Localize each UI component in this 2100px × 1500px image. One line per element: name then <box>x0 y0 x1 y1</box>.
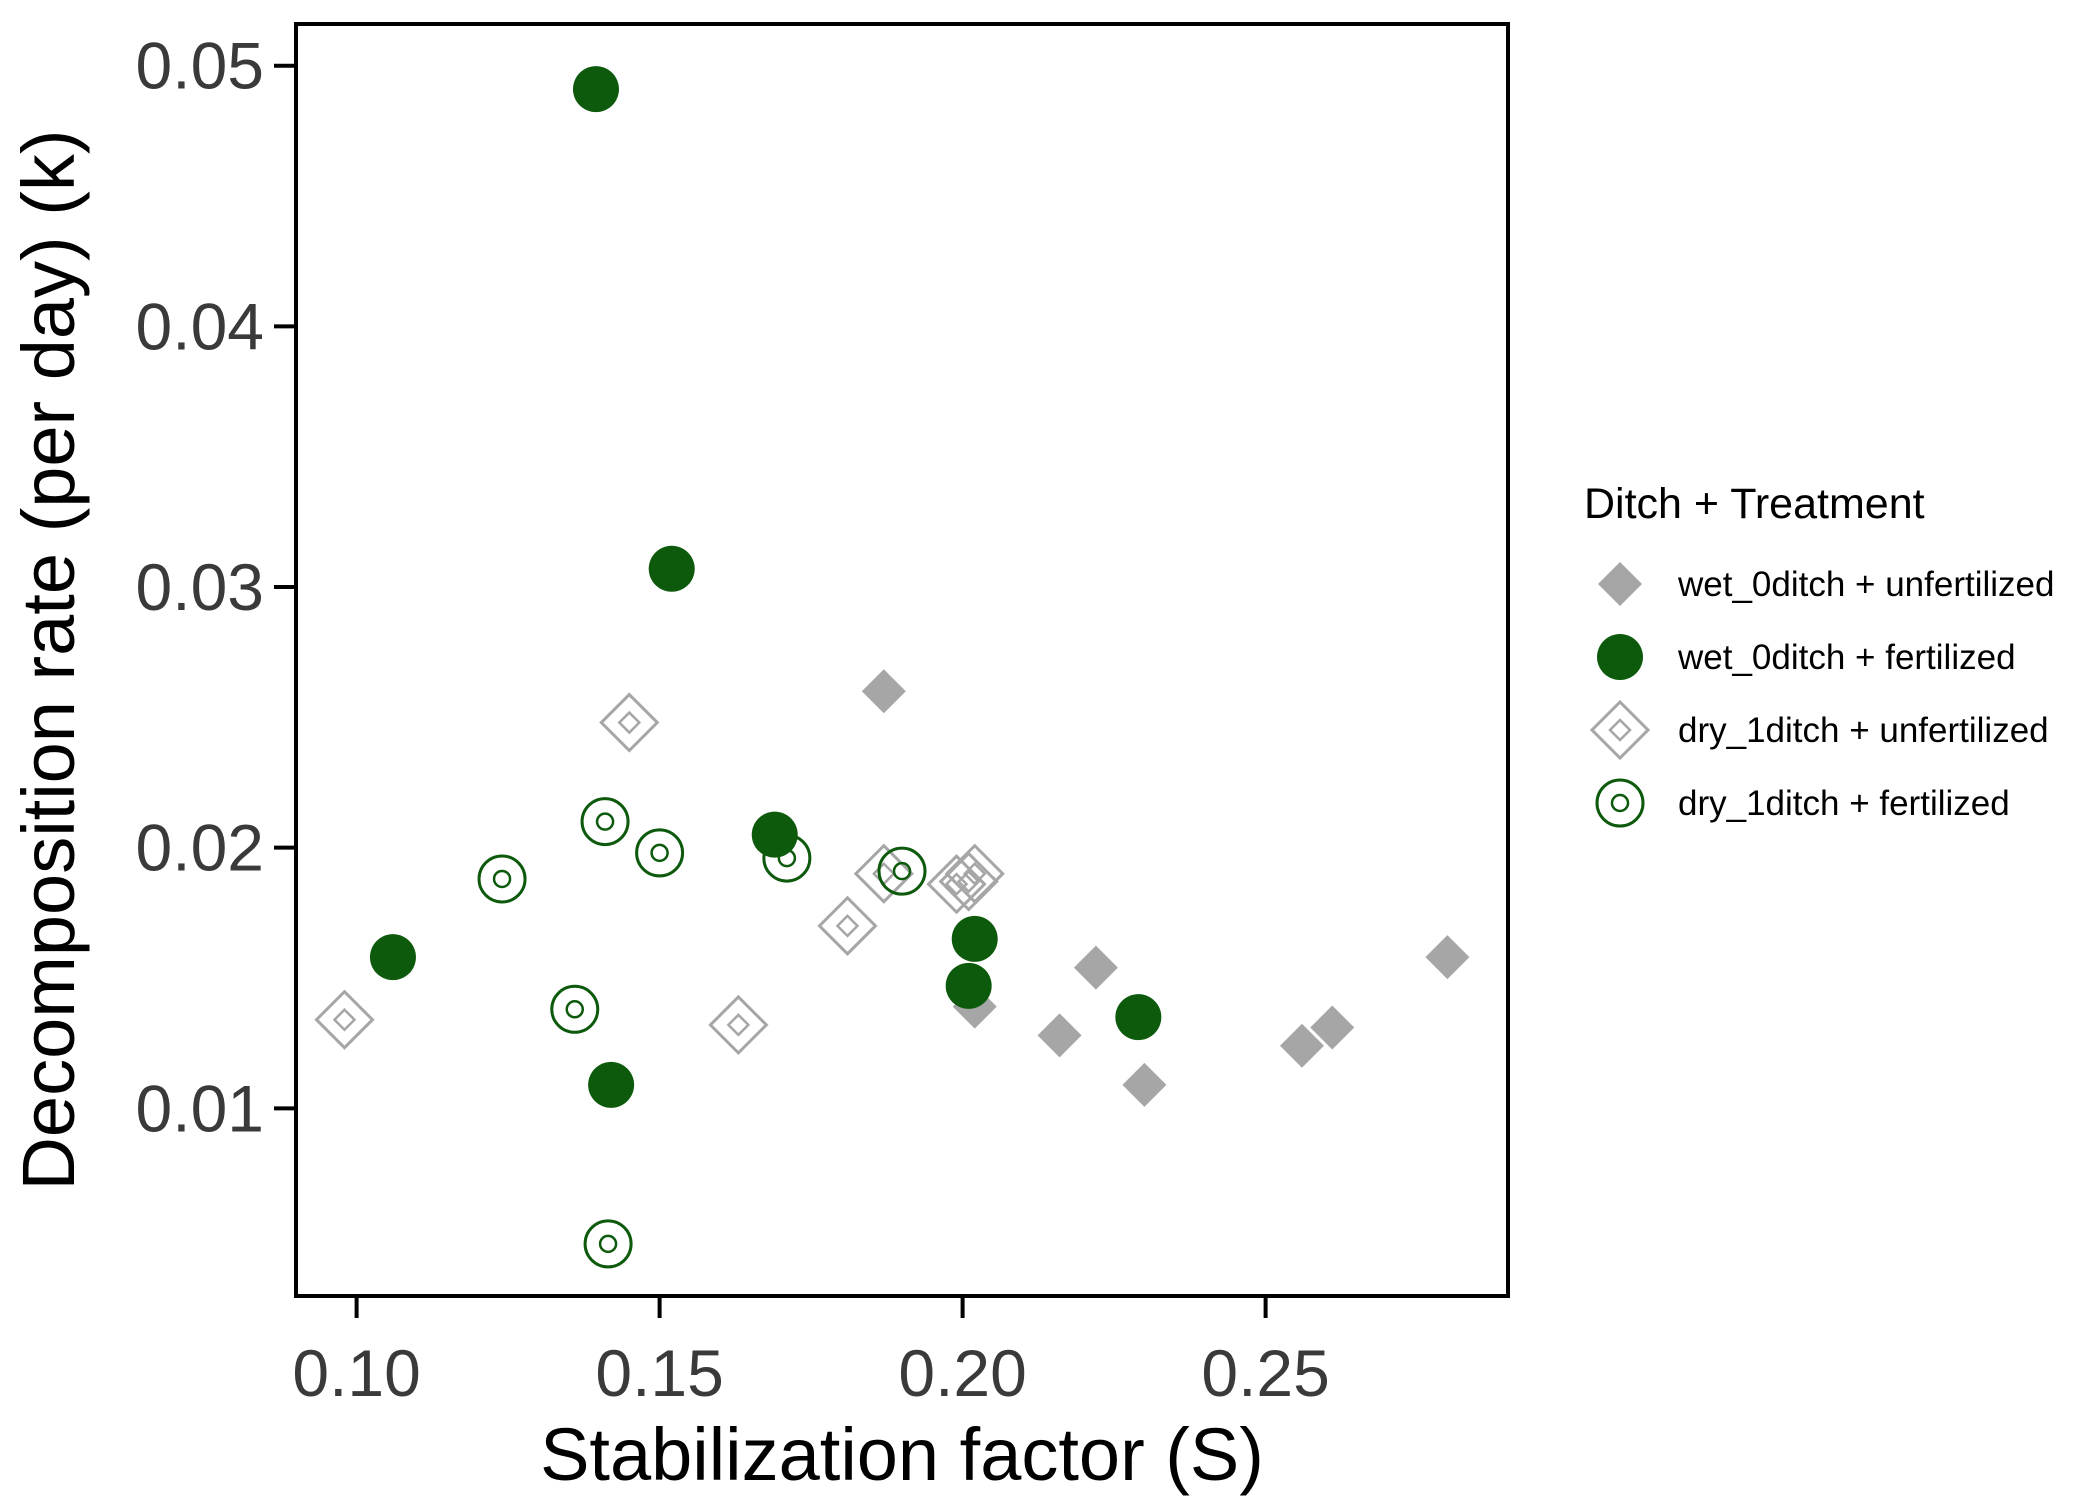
x-tick-label: 0.20 <box>898 1336 1026 1410</box>
x-tick-label: 0.25 <box>1201 1336 1329 1410</box>
data-point <box>1122 1062 1167 1107</box>
data-point <box>635 828 685 878</box>
data-point <box>550 984 600 1034</box>
legend-label: wet_0ditch + fertilized <box>1677 638 2016 677</box>
data-point <box>580 797 630 847</box>
data-point <box>762 833 812 883</box>
data-point <box>648 545 695 592</box>
data-point <box>314 989 375 1050</box>
legend-marker <box>1597 634 1643 680</box>
x-tick-label: 0.15 <box>595 1336 723 1410</box>
y-tick-label: 0.04 <box>136 289 264 363</box>
y-tick-label: 0.02 <box>136 811 264 885</box>
data-point <box>944 843 1005 904</box>
legend-label: dry_1ditch + fertilized <box>1678 784 2010 823</box>
data-point <box>926 854 987 915</box>
legend-items: wet_0ditch + unfertilized wet_0ditch + fe… <box>1589 562 2054 828</box>
legend: Ditch + Treatment wet_0ditch + unfertili… <box>1584 480 2054 828</box>
y-tick-label: 0.01 <box>136 1071 264 1145</box>
data-point <box>817 895 878 956</box>
data-point <box>1279 1023 1324 1068</box>
data-points <box>314 66 1470 1269</box>
legend-label: wet_0ditch + unfertilized <box>1677 565 2054 604</box>
y-axis-title: Decomposition rate (per day) (k) <box>7 129 90 1190</box>
legend-marker <box>1589 699 1651 761</box>
y-tick-label: 0.05 <box>136 29 264 103</box>
y-tick-label: 0.03 <box>136 550 264 624</box>
data-point <box>369 934 416 981</box>
data-point <box>583 1219 633 1269</box>
legend-marker <box>1595 778 1645 828</box>
data-point <box>588 1061 635 1108</box>
plot-frame <box>294 22 1510 1298</box>
data-point <box>1115 994 1162 1041</box>
legend-title: Ditch + Treatment <box>1584 480 1925 528</box>
legend-marker <box>1598 562 1642 606</box>
data-point <box>599 692 660 753</box>
data-point <box>477 854 527 904</box>
data-point <box>1425 935 1470 980</box>
data-point <box>708 994 769 1056</box>
data-point <box>1037 1013 1082 1058</box>
x-axis: 0.10 0.15 0.20 0.25 <box>292 1296 1330 1410</box>
data-point <box>861 669 906 714</box>
legend-label: dry_1ditch + unfertilized <box>1678 711 2049 750</box>
data-point <box>572 66 619 113</box>
data-point <box>1310 1005 1355 1050</box>
y-axis: 0.01 0.02 0.03 0.04 0.05 <box>136 29 296 1145</box>
data-point <box>945 962 992 1009</box>
data-point <box>1073 945 1118 990</box>
data-point <box>751 811 798 858</box>
data-point <box>951 915 998 962</box>
x-tick-label: 0.10 <box>292 1336 420 1410</box>
x-axis-title: Stabilization factor (S) <box>540 1413 1264 1496</box>
data-point <box>877 846 927 896</box>
